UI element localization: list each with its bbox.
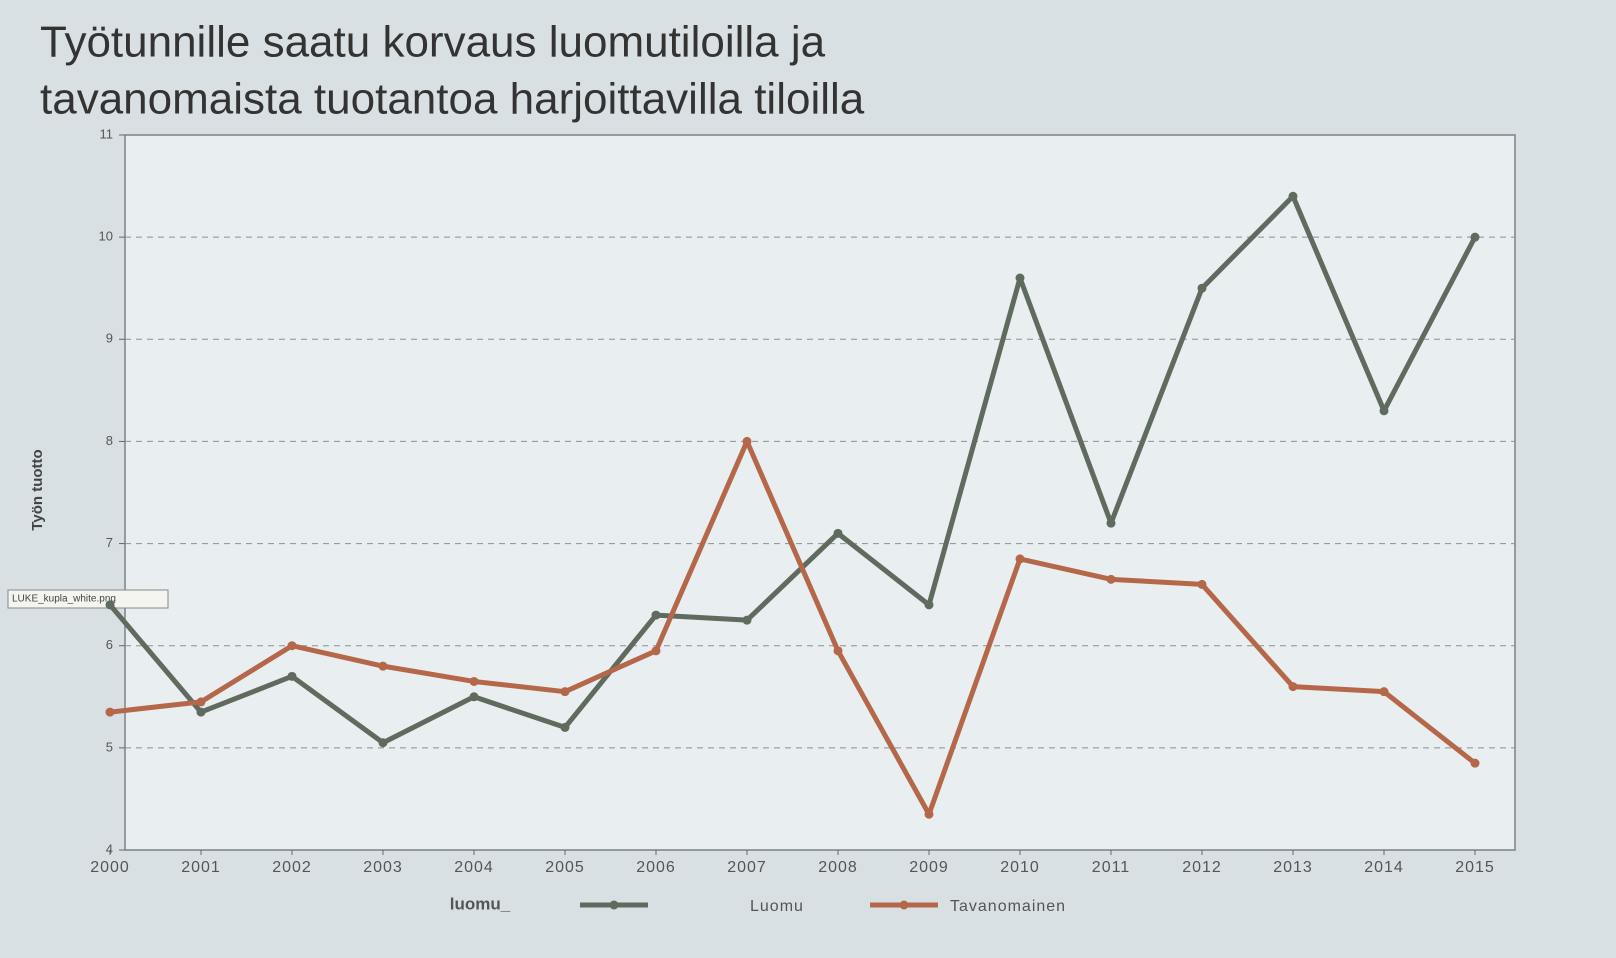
chart: Työtunnille saatu korvaus luomutiloilla … [0, 0, 1616, 958]
y-tick-label: 10 [99, 229, 113, 244]
point [379, 662, 388, 671]
x-tick-label: 2007 [727, 859, 767, 876]
point [1016, 554, 1025, 563]
point [652, 646, 661, 655]
legend-title: luomu_ [450, 894, 511, 913]
point [288, 672, 297, 681]
point [925, 600, 934, 609]
x-tick-label: 2006 [636, 859, 676, 876]
point [925, 810, 934, 819]
chart-title: tavanomaista tuotantoa harjoittavilla ti… [40, 75, 865, 124]
overlay-label: LUKE_kupla_white.png [12, 594, 116, 605]
point [1471, 759, 1480, 768]
x-tick-label: 2008 [818, 859, 858, 876]
point [1380, 406, 1389, 415]
point [197, 708, 206, 717]
y-tick-label: 11 [100, 126, 114, 141]
point [1380, 687, 1389, 696]
point [561, 723, 570, 732]
point [106, 708, 115, 717]
x-tick-label: 2003 [363, 859, 403, 876]
x-tick-label: 2001 [181, 859, 221, 876]
y-tick-label: 6 [106, 637, 113, 652]
legend-marker [610, 901, 619, 910]
legend-label: Tavanomainen [950, 898, 1066, 915]
point [1471, 233, 1480, 242]
legend-label: Luomu [750, 898, 804, 915]
point [743, 437, 752, 446]
y-axis-label: Työn tuotto [29, 449, 46, 530]
point [834, 646, 843, 655]
y-tick-label: 9 [106, 331, 113, 346]
x-tick-label: 2012 [1182, 859, 1222, 876]
page: Työtunnille saatu korvaus luomutiloilla … [0, 0, 1616, 958]
y-tick-label: 7 [106, 535, 113, 550]
y-tick-label: 4 [106, 841, 113, 856]
x-tick-label: 2004 [454, 859, 494, 876]
point [1198, 284, 1207, 293]
legend-marker [900, 901, 909, 910]
point [743, 616, 752, 625]
point [470, 692, 479, 701]
plot-area [125, 135, 1515, 850]
point [1198, 580, 1207, 589]
point [470, 677, 479, 686]
x-tick-label: 2009 [909, 859, 949, 876]
x-tick-label: 2015 [1455, 859, 1495, 876]
chart-title: Työtunnille saatu korvaus luomutiloilla … [40, 18, 826, 67]
point [379, 738, 388, 747]
point [1107, 519, 1116, 528]
y-tick-label: 5 [106, 739, 113, 754]
point [106, 600, 115, 609]
point [197, 697, 206, 706]
x-tick-label: 2013 [1273, 859, 1313, 876]
x-tick-label: 2000 [90, 859, 130, 876]
point [1107, 575, 1116, 584]
point [834, 529, 843, 538]
x-tick-label: 2005 [545, 859, 585, 876]
point [652, 611, 661, 620]
point [1016, 274, 1025, 283]
point [288, 641, 297, 650]
point [1289, 682, 1298, 691]
y-tick-label: 8 [106, 433, 113, 448]
x-tick-label: 2002 [272, 859, 312, 876]
point [561, 687, 570, 696]
x-tick-label: 2011 [1092, 859, 1130, 876]
point [1289, 192, 1298, 201]
x-tick-label: 2014 [1364, 859, 1404, 876]
x-tick-label: 2010 [1000, 859, 1040, 876]
